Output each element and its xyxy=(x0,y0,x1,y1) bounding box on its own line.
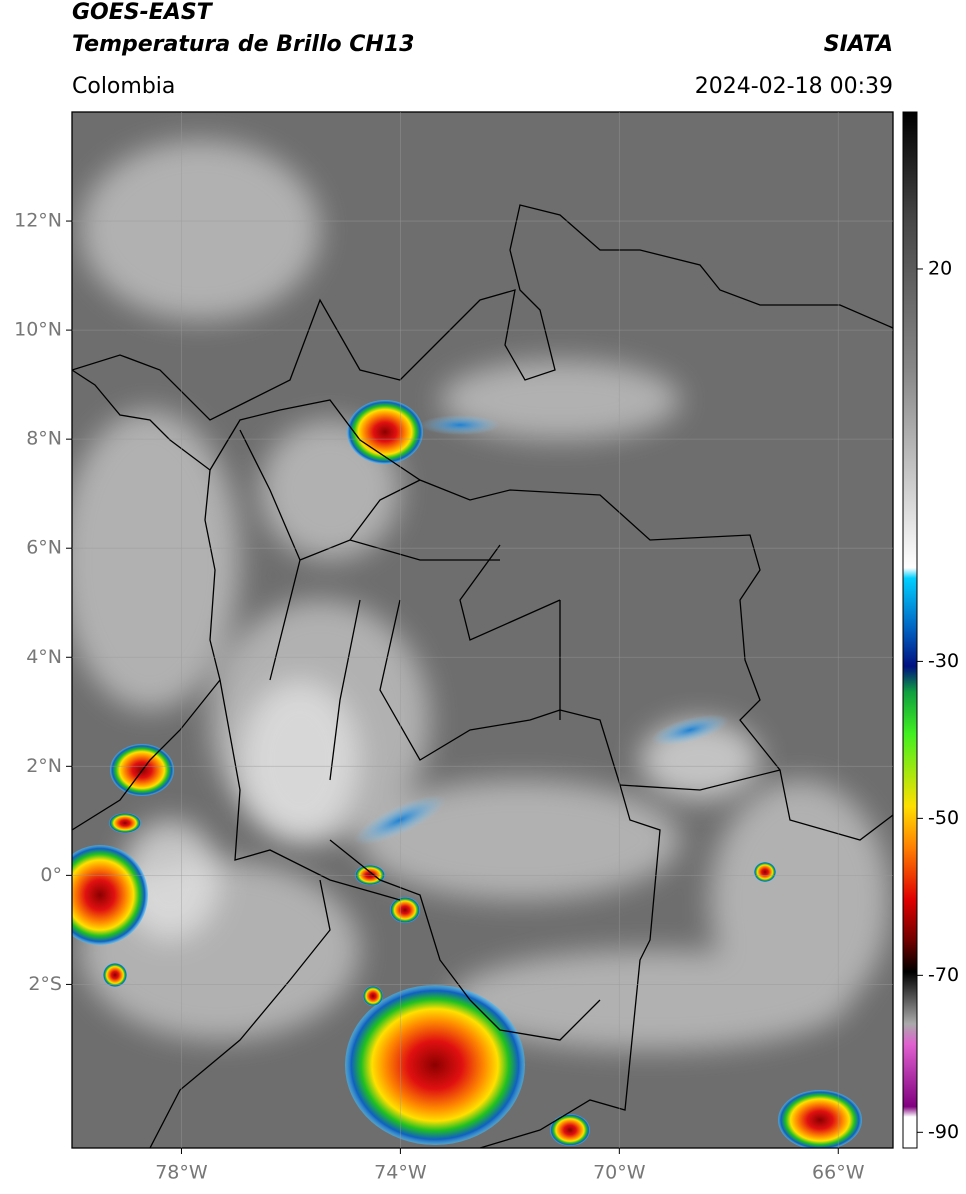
y-tick-label: 10°N xyxy=(14,319,62,341)
colorbar-tick-label: -70 xyxy=(928,964,959,986)
y-tick-label: 8°N xyxy=(26,428,62,450)
y-tick-label: 2°N xyxy=(26,755,62,777)
y-tick-label: 6°N xyxy=(26,537,62,559)
colorbar-tick-label: -50 xyxy=(928,807,959,829)
y-tick-label: 4°N xyxy=(26,646,62,668)
datetime: 2024-02-18 00:39 xyxy=(695,74,893,99)
colorbar xyxy=(902,111,918,1149)
x-tick-label: 70°W xyxy=(593,1162,646,1184)
title: GOES-EAST xyxy=(72,0,214,25)
y-tick-label: 12°N xyxy=(14,210,62,232)
x-tick-label: 74°W xyxy=(374,1162,427,1184)
map-frame xyxy=(71,111,894,1149)
x-tick-label: 66°W xyxy=(812,1162,865,1184)
colorbar-tick-label: -30 xyxy=(928,650,959,672)
subtitle: Temperatura de Brillo CH13 xyxy=(72,32,414,57)
y-tick-label: 0° xyxy=(40,864,62,886)
region: Colombia xyxy=(72,74,175,99)
colorbar-tick-label: -90 xyxy=(928,1121,959,1143)
map xyxy=(72,112,893,1148)
colorbar-tick-label: 20 xyxy=(928,257,952,279)
y-tick-label: 2°S xyxy=(28,973,62,995)
x-tick-label: 78°W xyxy=(155,1162,208,1184)
source: SIATA xyxy=(824,32,893,57)
